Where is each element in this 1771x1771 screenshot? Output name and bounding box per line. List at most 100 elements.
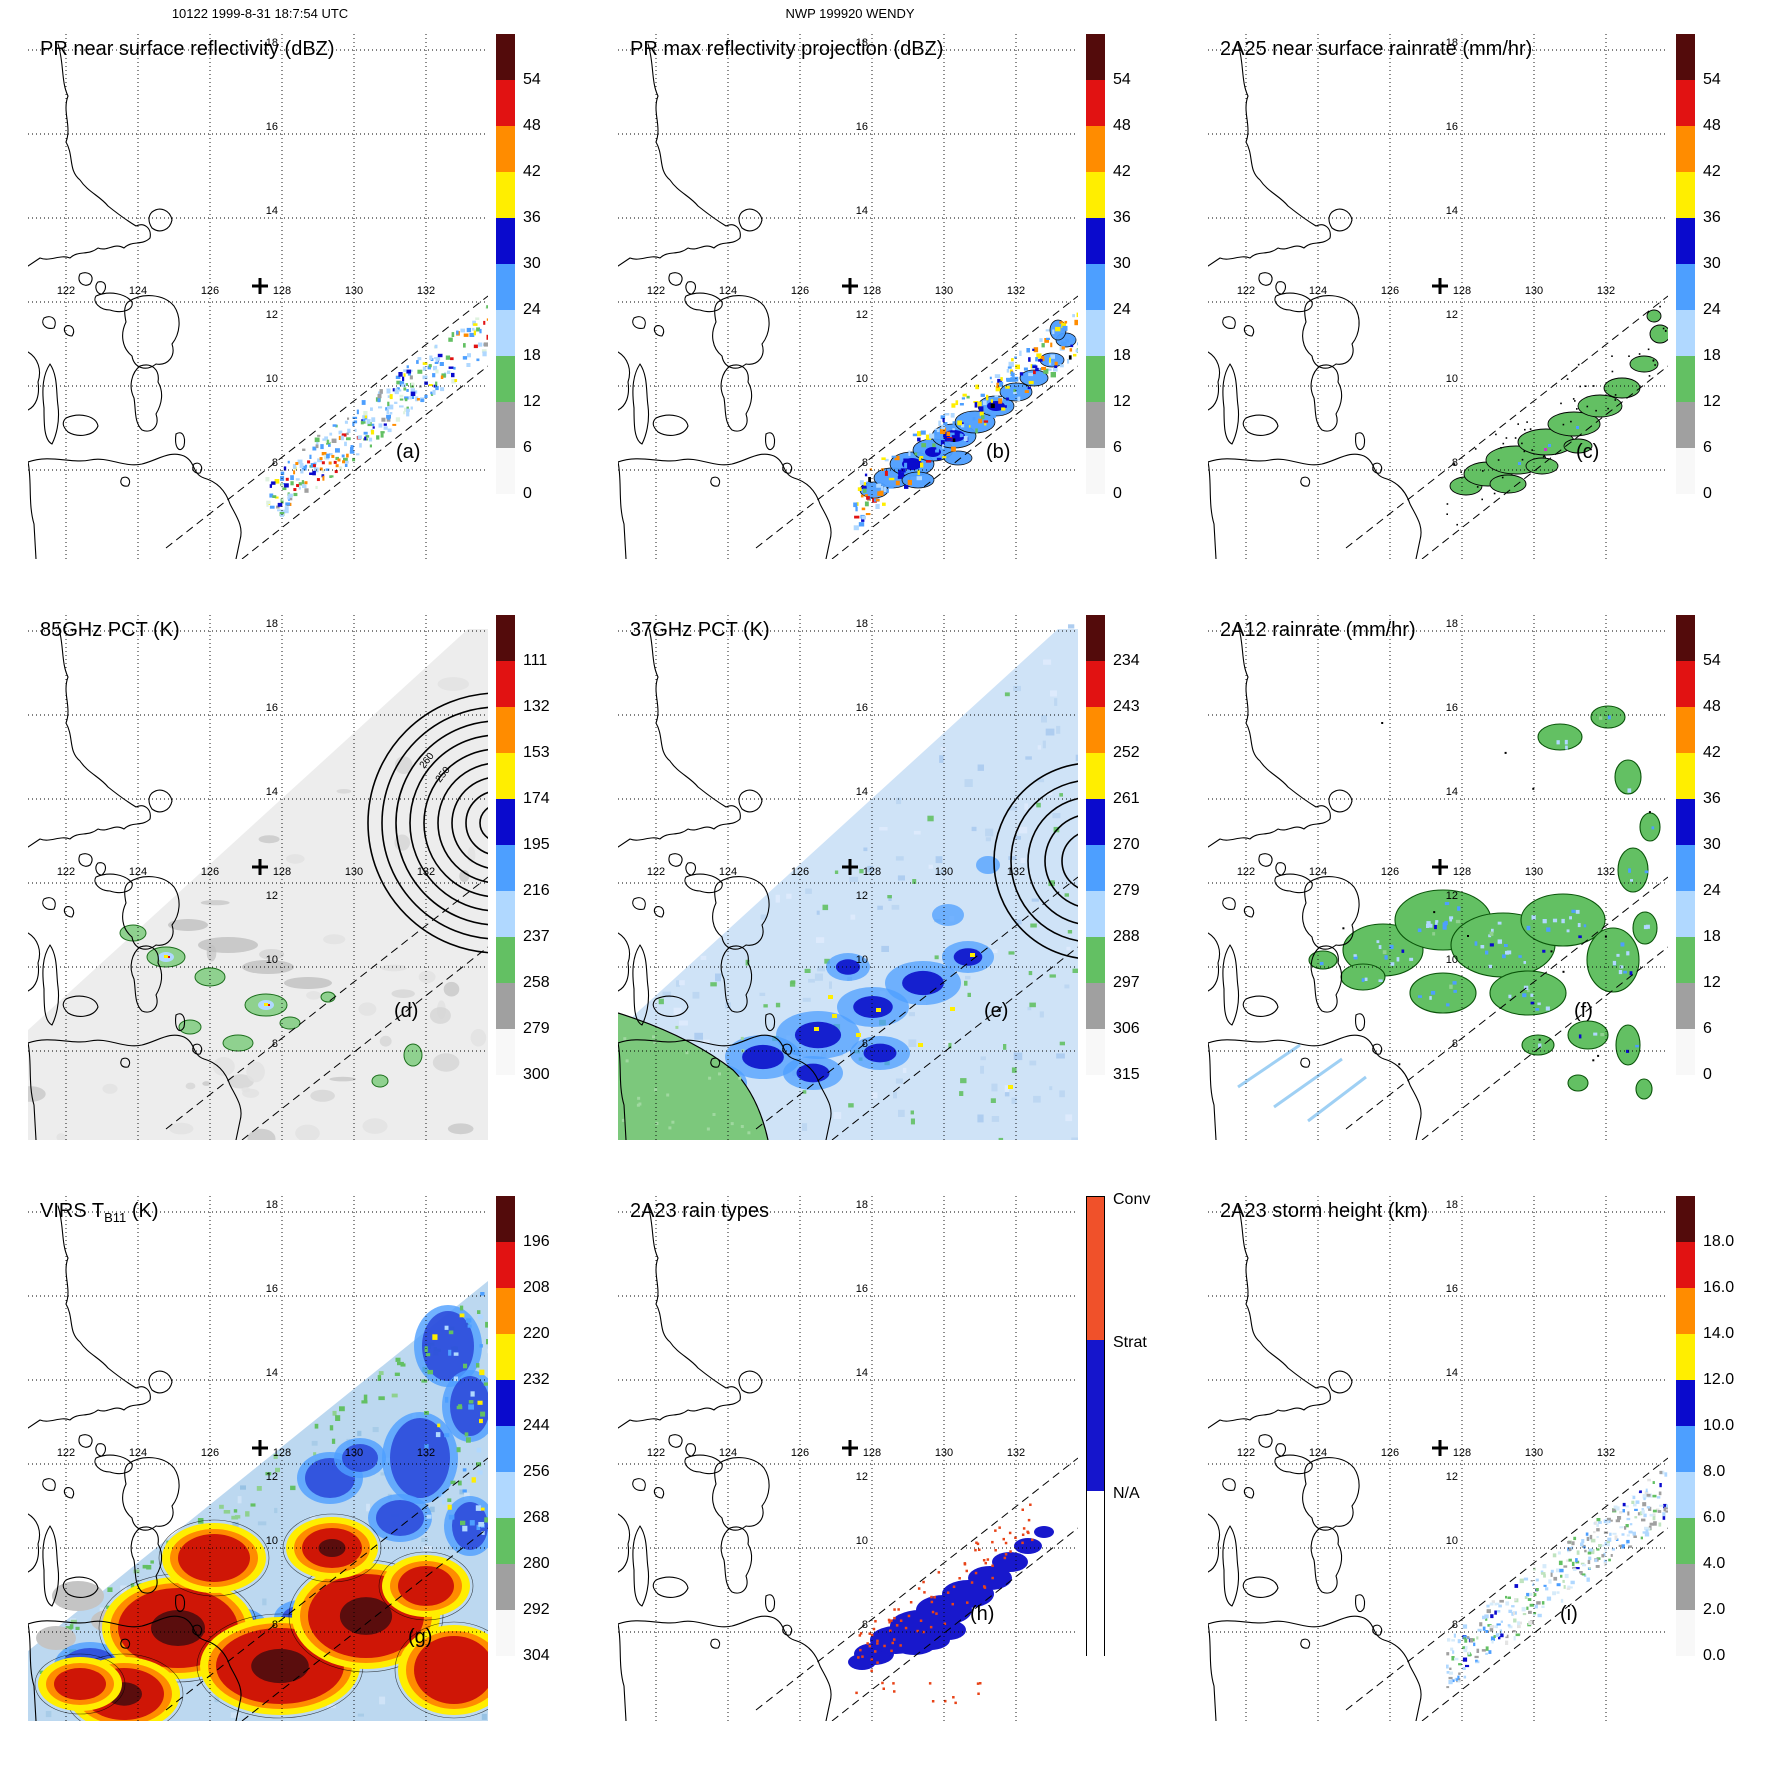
lon-label: 126 [1381,1447,1399,1459]
colorbar-tick: 216 [523,882,550,899]
colorbar-segment [1676,707,1695,753]
lon-label: 132 [417,1447,435,1459]
pr-swath-boundary-lines [165,295,488,559]
panel-title-text: PR near surface reflectivity (dBZ) [40,38,335,60]
colorbar-segment [1676,799,1695,845]
lat-label: 14 [266,786,278,798]
lat-label: 12 [1446,1471,1458,1483]
lon-label: 132 [1007,866,1025,878]
lon-label: 124 [129,285,147,297]
panel-body: 122 124 126 128 130 132 18 16 14 12 10 8 (e) 234 243 2… [590,609,1180,1140]
lat-label: 8 [1452,1038,1458,1050]
colorbar-tick: 42 [1703,744,1721,761]
panel-letter: (a) [396,441,420,463]
colorbar-segment [1676,615,1695,661]
colorbar-segment [1676,448,1695,494]
colorbar-tick: 12.0 [1703,1371,1735,1388]
panel-letter: (d) [394,1000,418,1022]
panel-title: PR near surface reflectivity (dBZ) [40,38,335,61]
colorbar-segment [1676,1518,1695,1564]
lat-label: 12 [856,1471,868,1483]
lon-label: 126 [201,1447,219,1459]
colorbar-tick: 30 [523,255,541,272]
lat-label: 14 [266,205,278,217]
coastlines [618,1205,832,1721]
colorbar-tick: 268 [523,1509,550,1526]
colorbar-segment [1676,1426,1695,1472]
colorbar-tick: 237 [523,928,550,945]
colorbar-tick: 8.0 [1703,1463,1726,1480]
lat-label: 10 [266,373,278,385]
colorbar-tick: 48 [1703,117,1721,134]
colorbar-tick: 252 [1113,744,1140,761]
lon-label: 122 [57,1447,75,1459]
lat-label: 14 [1446,1367,1458,1379]
colorbar-segment [496,661,515,707]
colorbar-segment [496,1472,515,1518]
latlon-gridlines [1208,615,1668,1140]
colorbar-tick: 36 [1113,209,1131,226]
pr-swath-boundary-lines [1345,876,1668,1140]
colorbar-tick: 244 [523,1417,550,1434]
header-storm-name: NWP 199920 WENDY [785,6,915,21]
lat-label: 18 [1446,37,1458,49]
latlon-labels: 122 124 126 128 130 132 18 16 14 12 10 8 [647,618,1025,1050]
colorbar-tick: 195 [523,836,550,853]
map-canvas: 122 124 126 128 130 132 18 16 14 12 10 8 (e) [618,615,1078,1140]
lat-label: 18 [856,618,868,630]
colorbar-segment [496,753,515,799]
colorbar-tick: 24 [1113,301,1131,318]
colorbar: 54 48 42 36 30 24 18 12 6 0 [1676,615,1771,1140]
colorbar-segment [1086,1029,1105,1075]
colorbar-tick: 315 [1113,1066,1140,1083]
colorbar-segment [496,983,515,1029]
colorbar-tick: 54 [1703,71,1721,88]
lat-label: 10 [1446,373,1458,385]
lat-label: 18 [856,1199,868,1211]
storm-center-marker [842,278,858,294]
colorbar-bar [1676,1196,1695,1656]
colorbar-tick: 279 [523,1020,550,1037]
colorbar-bar [1676,615,1695,1075]
lat-label: 16 [1446,702,1458,714]
colorbar-segment [1676,34,1695,80]
map-canvas: 122 124 126 128 130 132 18 16 14 12 10 8 (c) [1208,34,1668,559]
pr-swath-boundary-lines [165,876,488,1140]
lon-label: 132 [417,866,435,878]
lon-label: 130 [1525,866,1543,878]
panel-title: VIRS TB11 (K) [40,1200,158,1225]
data-field [1446,1470,1668,1689]
colorbar-segment [1676,1196,1695,1242]
colorbar-segment [1086,218,1105,264]
lat-label: 10 [856,373,868,385]
map-canvas: 122 124 126 128 130 132 18 16 14 12 10 8 (f) [1208,615,1668,1140]
lon-label: 128 [273,285,291,297]
colorbar-tick: 12 [1113,393,1131,410]
lon-label: 124 [719,866,737,878]
colorbar-segment [1086,937,1105,983]
colorbar-tick: 18 [1703,347,1721,364]
lon-label: 130 [935,866,953,878]
colorbar-segment [496,310,515,356]
colorbar-tick: 16.0 [1703,1279,1735,1296]
colorbar: 54 48 42 36 30 24 18 12 6 0 [1086,34,1188,559]
colorbar-segment [1086,402,1105,448]
coastlines [618,43,832,559]
colorbar-tick: 48 [1703,698,1721,715]
colorbar-segment [496,218,515,264]
lat-label: 14 [856,1367,868,1379]
lon-label: 132 [1007,1447,1025,1459]
map-canvas: 122 124 126 128 130 132 18 16 14 12 10 8 (a) [28,34,488,559]
colorbar-segment [496,1288,515,1334]
lon-label: 126 [791,866,809,878]
colorbar-tick: 6 [1703,1020,1712,1037]
colorbar-segment [1086,661,1105,707]
colorbar-segment [1086,310,1105,356]
coastlines [28,43,242,559]
latlon-labels: 122 124 126 128 130 132 18 16 14 12 10 8 [1237,1199,1615,1631]
colorbar-tick: 12 [523,393,541,410]
lat-label: 10 [266,954,278,966]
colorbar-tick: 288 [1113,928,1140,945]
panel-title-text: 2A25 near surface rainrate (mm/hr) [1220,38,1533,60]
